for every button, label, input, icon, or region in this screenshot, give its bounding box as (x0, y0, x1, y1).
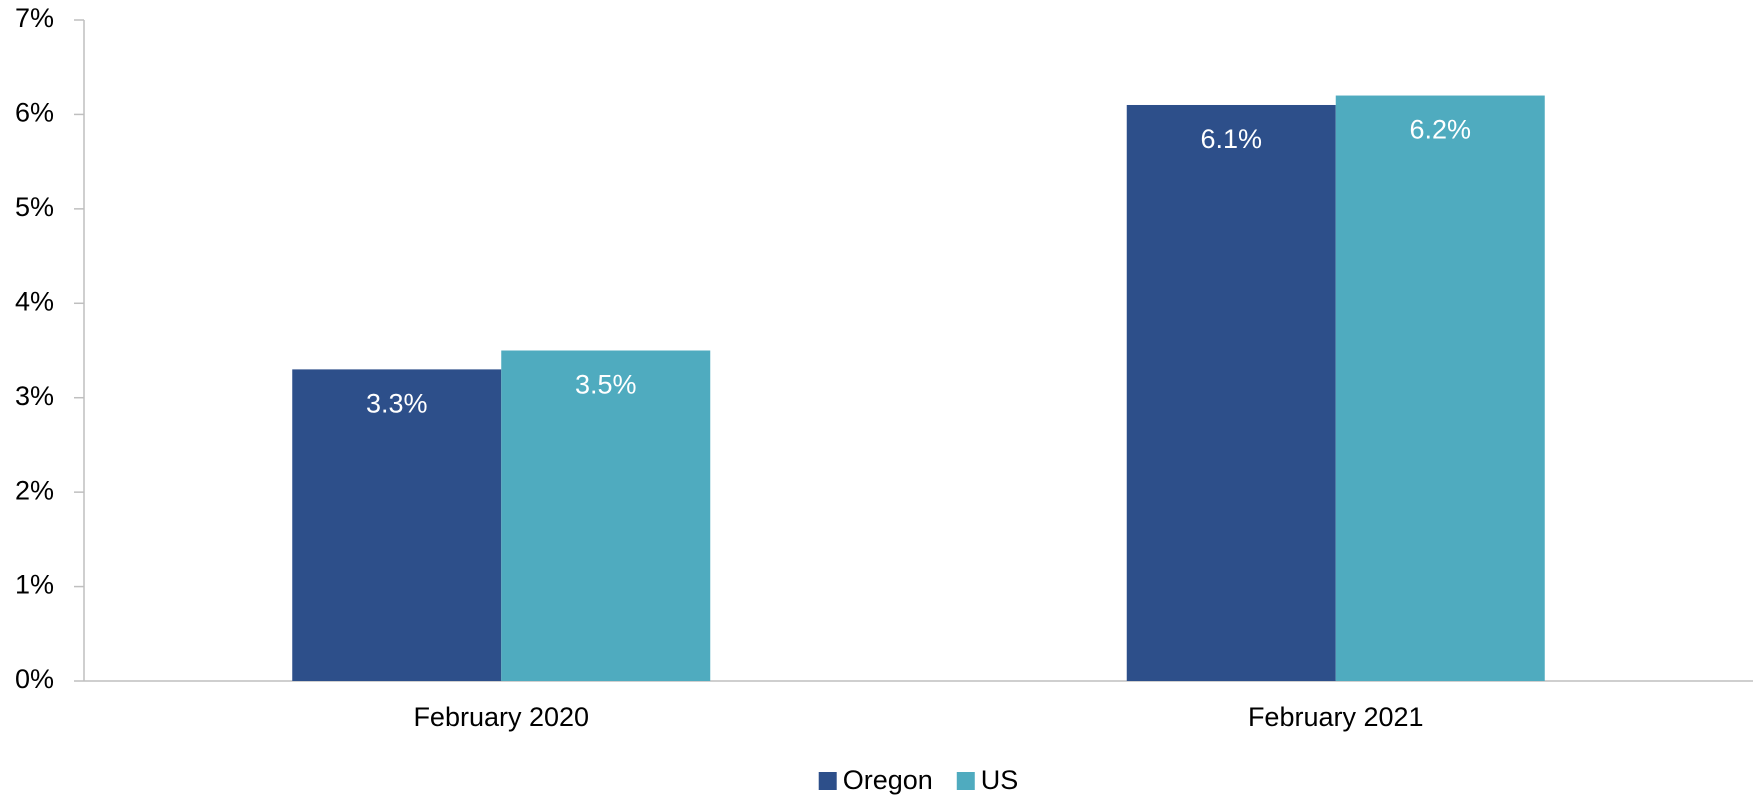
bar (1335, 95, 1545, 682)
legend-label: Oregon (843, 765, 933, 795)
y-tick-label: 3% (15, 381, 54, 411)
x-tick-label: February 2021 (1248, 702, 1424, 732)
y-tick-label: 0% (15, 664, 54, 694)
y-tick-label: 4% (15, 286, 54, 316)
bar (1126, 104, 1336, 681)
y-tick-label: 5% (15, 192, 54, 222)
bar (501, 350, 711, 681)
legend-swatch (956, 772, 975, 790)
data-label: 6.2% (1409, 115, 1471, 145)
y-tick-label: 1% (15, 570, 54, 600)
legend-label: US (981, 765, 1019, 795)
legend-swatch (818, 772, 837, 790)
data-label: 3.3% (366, 389, 428, 419)
y-tick-label: 6% (15, 98, 54, 128)
data-label: 3.5% (575, 370, 637, 400)
data-label: 6.1% (1200, 124, 1262, 154)
x-tick-label: February 2020 (413, 702, 589, 732)
y-tick-label: 2% (15, 475, 54, 505)
bar (292, 369, 502, 681)
y-tick-label: 7% (15, 3, 54, 33)
